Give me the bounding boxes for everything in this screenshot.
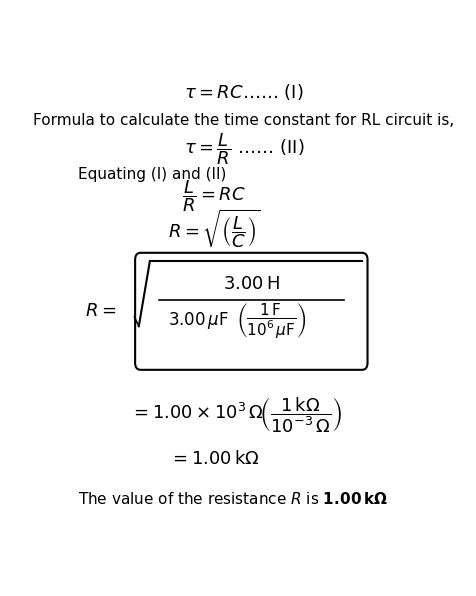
Text: Equating (I) and (II): Equating (I) and (II): [78, 167, 226, 182]
Text: $\dfrac{L}{R} = RC$: $\dfrac{L}{R} = RC$: [182, 179, 247, 214]
Text: $3.00\,\mu\mathrm{F}$: $3.00\,\mu\mathrm{F}$: [169, 310, 229, 331]
FancyBboxPatch shape: [135, 253, 367, 370]
Text: $R =$: $R =$: [85, 302, 117, 320]
Text: $3.00\,\mathrm{H}$: $3.00\,\mathrm{H}$: [223, 275, 280, 293]
Text: $R = \sqrt{\left(\dfrac{L}{C}\right)}$: $R = \sqrt{\left(\dfrac{L}{C}\right)}$: [168, 207, 261, 250]
Text: The value of the resistance $R$ is $\mathbf{1.00\,k\Omega}$: The value of the resistance $R$ is $\mat…: [78, 491, 387, 507]
Text: $= 1.00\,\mathrm{k}\Omega$: $= 1.00\,\mathrm{k}\Omega$: [169, 451, 260, 468]
Text: $= 1.00\times10^{3}\,\Omega\!\left(\dfrac{1\,\mathrm{k}\Omega}{10^{-3}\,\Omega}\: $= 1.00\times10^{3}\,\Omega\!\left(\dfra…: [130, 395, 343, 434]
Text: $\tau = \dfrac{L}{R}\ \ldots\ldots\ \mathrm{(II)}$: $\tau = \dfrac{L}{R}\ \ldots\ldots\ \mat…: [184, 132, 304, 167]
Text: Formula to calculate the time constant for RL circuit is,: Formula to calculate the time constant f…: [33, 113, 455, 128]
Text: $\tau = RC\ldots\ldots\ \mathrm{(I)}$: $\tau = RC\ldots\ldots\ \mathrm{(I)}$: [184, 82, 304, 102]
Text: $\left(\dfrac{1\,\mathrm{F}}{10^{6}\,\mu\mathrm{F}}\right)$: $\left(\dfrac{1\,\mathrm{F}}{10^{6}\,\mu…: [237, 301, 307, 340]
